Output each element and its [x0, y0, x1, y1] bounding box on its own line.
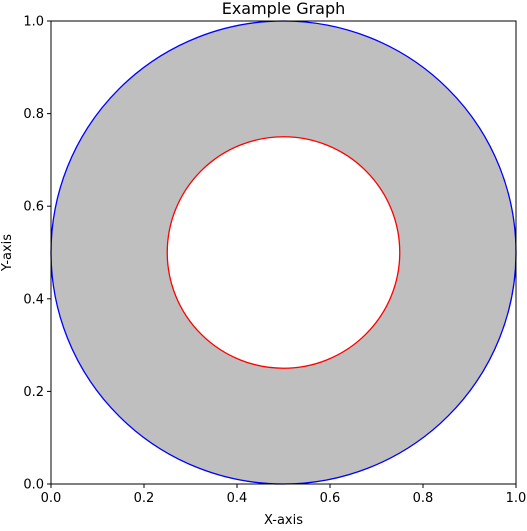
- x-axis-label: X-axis: [264, 513, 303, 527]
- y-tick-label: 0.2: [23, 385, 44, 400]
- y-tick-label: 0.6: [23, 200, 44, 215]
- chart-title: Example Graph: [222, 0, 346, 18]
- x-tick-label: 0.8: [413, 491, 434, 506]
- x-tick-label: 0.2: [134, 491, 155, 506]
- x-axis-ticks: 0.0 0.2 0.4 0.6 0.8 1.0: [41, 484, 527, 506]
- y-axis-label: Y-axis: [0, 234, 15, 272]
- y-tick-label: 0.8: [23, 107, 44, 122]
- y-axis-ticks: 0.0 0.2 0.4 0.6 0.8 1.0: [23, 15, 51, 493]
- y-tick-label: 1.0: [23, 15, 44, 30]
- x-tick-label: 0.4: [227, 491, 248, 506]
- x-tick-label: 0.6: [320, 491, 341, 506]
- x-tick-label: 0.0: [41, 491, 62, 506]
- axes-frame: [50, 20, 517, 485]
- x-tick-label: 1.0: [506, 491, 527, 506]
- y-tick-label: 0.4: [23, 292, 44, 307]
- annulus-fill: [51, 20, 516, 484]
- inner-circle: [166, 136, 401, 369]
- y-tick-label: 0.0: [23, 478, 44, 493]
